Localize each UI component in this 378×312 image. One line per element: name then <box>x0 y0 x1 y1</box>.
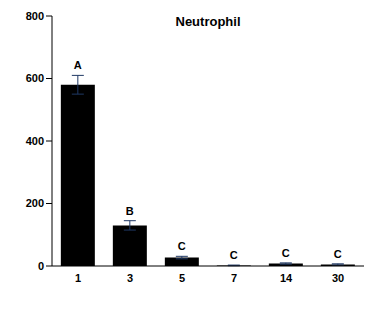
svg-text:C: C <box>178 240 186 252</box>
svg-text:C: C <box>282 247 290 259</box>
svg-text:1: 1 <box>75 272 81 284</box>
svg-text:3: 3 <box>127 272 133 284</box>
html-text:Neutrophil: Neutrophil <box>175 14 241 29</box>
svg-text:C: C <box>334 248 342 260</box>
svg-text:30: 30 <box>332 272 344 284</box>
svg-text:0: 0 <box>38 260 44 272</box>
svg-text:200: 200 <box>26 197 44 209</box>
svg-text:400: 400 <box>26 135 44 147</box>
svg-text:600: 600 <box>26 72 44 84</box>
svg-text:14: 14 <box>280 272 293 284</box>
svg-text:C: C <box>230 249 238 261</box>
svg-text:B: B <box>126 205 134 217</box>
svg-text:800: 800 <box>26 10 44 22</box>
svg-text:A: A <box>74 59 82 71</box>
svg-text:5: 5 <box>179 272 185 284</box>
svg-text:7: 7 <box>231 272 237 284</box>
